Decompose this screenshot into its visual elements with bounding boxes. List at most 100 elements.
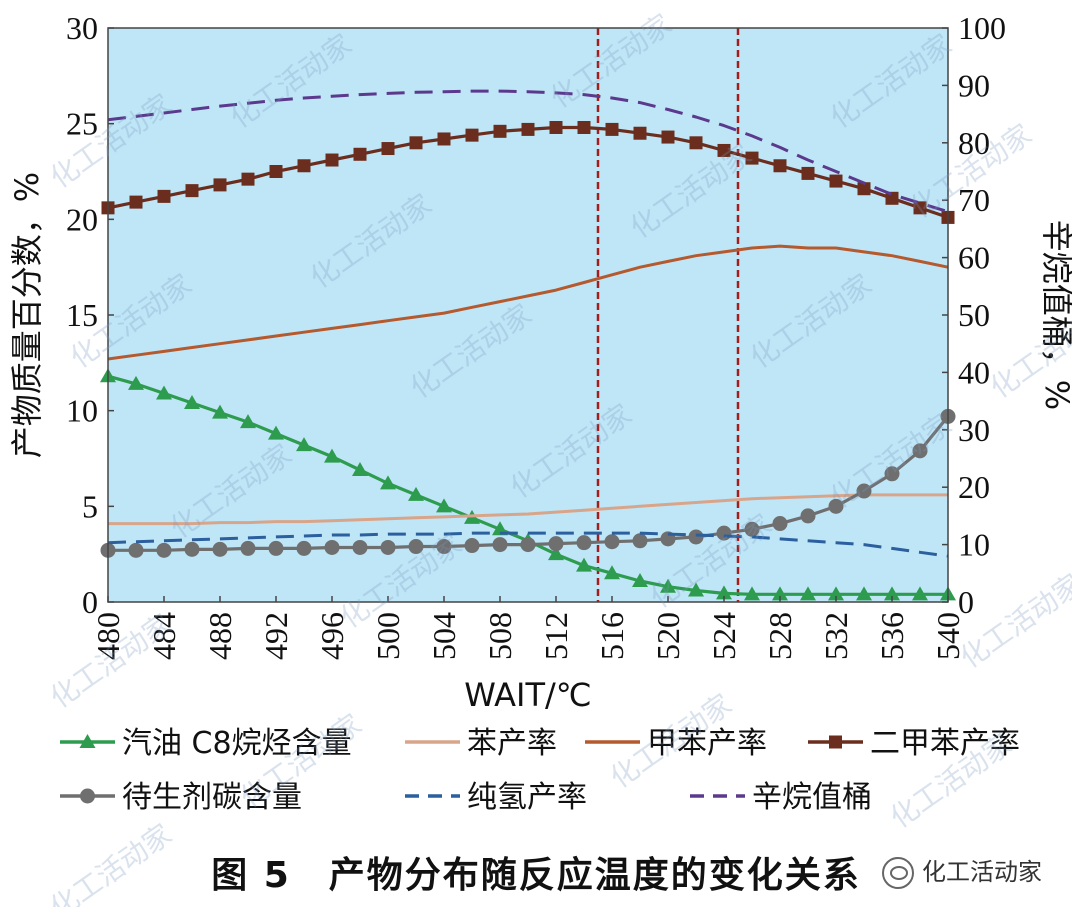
data-point [185,184,199,198]
legend-item: 辛烷值桶 [690,780,872,815]
data-point [381,142,395,156]
data-point [297,159,311,173]
x-tick-label: 484 [146,612,182,660]
data-point [772,586,788,601]
series-line [108,493,948,526]
series-6 [107,89,949,214]
x-tick-label: 516 [594,612,630,660]
data-point [129,195,143,209]
data-point [521,122,535,136]
data-point [213,178,227,192]
data-point [800,586,816,601]
x-tick-label: 508 [482,612,518,660]
data-point [79,734,96,748]
data-point [212,541,228,557]
legend-item: 待生剂碳含量 [60,780,302,815]
data-point [380,539,396,555]
data-point [436,539,452,555]
data-point [772,516,788,532]
data-point [688,582,704,597]
y-left-tick-label: 30 [66,10,98,46]
data-point [493,124,507,138]
data-point [241,172,255,186]
data-point [773,159,787,173]
data-point [829,174,843,188]
data-point [184,541,200,557]
plot-area [108,28,948,602]
x-tick-label: 496 [314,612,350,660]
data-point [156,542,172,558]
legend-item: 甲苯产率 [585,726,767,761]
data-point [325,153,339,167]
series-line [107,89,949,214]
legend-label: 甲苯产率 [647,726,767,761]
data-point [912,443,928,459]
x-tick-label: 512 [538,612,574,660]
data-point [80,788,95,804]
legend-label: 纯氢产率 [467,780,587,815]
y-right-tick-label: 60 [958,240,990,276]
data-point [856,586,872,601]
x-tick-label: 492 [258,612,294,660]
x-tick-label: 480 [90,612,126,660]
y-right-tick-label: 50 [958,297,990,333]
y-right-tick-label: 90 [958,67,990,103]
data-point [324,448,340,463]
brand-text: 化工活动家 [922,858,1042,886]
data-point [352,461,368,476]
y-axis-right-title: 辛烷值桶，% [1038,220,1072,410]
data-point [268,425,284,440]
series-2 [107,244,949,361]
data-point [157,189,171,203]
data-point [884,586,900,601]
data-point [717,143,731,157]
data-point [856,483,872,499]
figure-caption: 图 5 产物分布随反应温度的变化关系 [211,855,861,896]
data-point [912,586,928,601]
x-tick-label: 540 [930,612,966,660]
data-point [156,385,172,400]
data-point [268,540,284,556]
data-point [829,735,842,749]
data-point [744,586,760,601]
data-point [828,586,844,601]
data-point [632,533,648,549]
y-right-tick-label: 20 [958,469,990,505]
series-line [107,531,949,558]
data-point [744,521,760,537]
y-right-tick-label: 80 [958,125,990,161]
data-point [605,122,619,136]
y-left-tick-label: 0 [82,584,98,620]
data-point [437,132,451,146]
legend-label: 二甲苯产率 [870,726,1020,761]
data-point [548,536,564,552]
series-5 [107,531,949,558]
y-left-tick-label: 15 [66,297,98,333]
data-point [716,585,732,600]
data-point [604,565,620,580]
x-tick-label: 500 [370,612,406,660]
x-axis-title: WAIT/℃ [464,676,591,714]
data-point [408,539,424,555]
data-point [212,404,228,419]
data-point [269,165,283,178]
legend-label: 辛烷值桶 [752,780,872,815]
y-left-tick-label: 20 [66,201,98,237]
data-point [660,578,676,593]
y-left-tick-label: 5 [82,488,98,524]
data-point [353,147,367,161]
data-point [801,166,815,180]
x-tick-label: 528 [762,612,798,660]
data-point [604,534,620,550]
y-right-tick-label: 70 [958,182,990,218]
data-point [577,120,591,134]
series-3 [101,120,955,224]
data-point [576,535,592,551]
y-axis-left-title: 产物质量百分数，% [8,172,46,458]
x-tick-label: 532 [818,612,854,660]
data-point [184,395,200,410]
data-point [885,191,899,205]
series-1 [108,493,948,526]
data-point [465,128,479,142]
series-line [107,244,949,361]
